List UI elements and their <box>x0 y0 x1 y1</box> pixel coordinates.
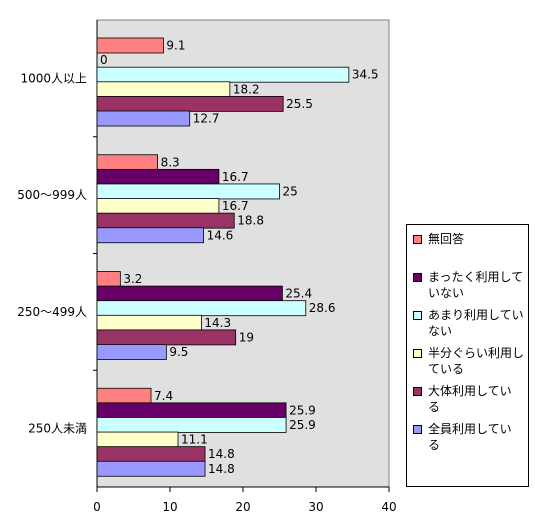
x-tick-label: 40 <box>381 500 396 514</box>
bar <box>96 212 235 229</box>
data-label: 7.4 <box>154 389 173 403</box>
bar <box>96 154 158 171</box>
data-label: 9.1 <box>166 39 185 53</box>
x-tick-label: 0 <box>93 500 101 514</box>
bar <box>96 285 283 302</box>
legend-item: 半分ぐらい利用し ている <box>411 345 524 383</box>
bar <box>96 110 191 127</box>
data-label: 14.3 <box>204 316 231 330</box>
data-label: 25.9 <box>289 403 316 417</box>
data-label: 8.3 <box>161 155 180 169</box>
bar <box>96 387 152 404</box>
legend-swatch <box>413 387 422 396</box>
bar <box>96 446 206 463</box>
data-label: 28.6 <box>309 301 336 315</box>
data-label: 14.6 <box>207 228 234 242</box>
bar <box>96 344 167 360</box>
bar <box>96 417 287 433</box>
category-label: 1000人以上 <box>20 71 87 85</box>
category-label: 250人未満 <box>28 422 87 436</box>
data-label: 14.8 <box>208 462 235 476</box>
bar <box>96 271 121 287</box>
legend-item: 無回答 <box>411 231 524 269</box>
bar <box>96 168 220 185</box>
legend-label: 大体利用している <box>428 384 512 414</box>
legend-label: 無回答 <box>428 232 465 246</box>
data-label: 14.8 <box>208 447 235 461</box>
legend-item: あまり利用してい ない <box>411 307 524 345</box>
legend: 無回答まったく利用して いない あまり利用してい ない 半分ぐらい利用し ている 大体利用し… <box>406 224 529 487</box>
data-label: 3.2 <box>123 272 142 286</box>
x-tick-label: 10 <box>162 500 177 514</box>
data-label: 25.4 <box>285 287 312 301</box>
legend-swatch <box>413 425 422 434</box>
data-label: 16.7 <box>222 170 249 184</box>
bar <box>96 37 164 54</box>
legend-swatch <box>413 349 422 358</box>
data-label: 11.1 <box>181 433 208 447</box>
legend-swatch <box>413 235 422 244</box>
category-label: 500〜999人 <box>17 188 87 202</box>
data-label: 16.7 <box>222 199 249 213</box>
legend-item: まったく利用して いない <box>411 269 524 307</box>
bar <box>96 227 204 244</box>
bar <box>96 183 280 200</box>
bar <box>96 96 284 112</box>
data-label: 18.2 <box>233 82 260 96</box>
x-tick-label: 30 <box>308 500 323 514</box>
bar <box>96 300 307 317</box>
data-label: 25.5 <box>286 97 313 111</box>
legend-label: あまり利用してい ない <box>428 308 524 338</box>
legend-item: 大体利用している <box>411 383 524 421</box>
data-label: 18.8 <box>237 214 264 228</box>
legend-label: まったく利用して いない <box>428 270 524 300</box>
bar <box>96 81 231 98</box>
data-label: 0 <box>100 53 108 67</box>
bar <box>96 66 350 83</box>
bar <box>96 431 179 448</box>
legend-swatch <box>413 273 422 282</box>
legend-label: 全員利用している <box>428 422 512 452</box>
data-label: 12.7 <box>193 112 220 126</box>
legend-label: 半分ぐらい利用し ている <box>428 346 525 376</box>
bar <box>96 460 206 477</box>
data-label: 25 <box>283 184 298 198</box>
bar <box>96 329 237 346</box>
data-label: 34.5 <box>352 68 379 82</box>
data-label: 9.5 <box>169 345 188 359</box>
bar <box>96 402 287 419</box>
x-tick-label: 20 <box>235 500 250 514</box>
legend-swatch <box>413 311 422 320</box>
legend-item: 全員利用している <box>411 421 524 459</box>
bar <box>96 198 220 214</box>
data-label: 19 <box>239 330 254 344</box>
category-label: 250〜499人 <box>17 305 87 319</box>
data-label: 25.9 <box>289 418 316 432</box>
bar <box>96 314 202 331</box>
